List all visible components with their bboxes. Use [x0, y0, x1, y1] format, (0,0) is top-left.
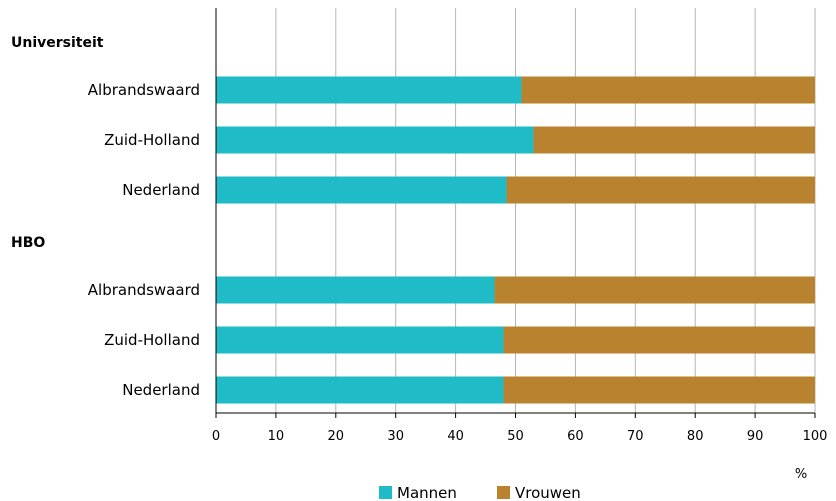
category-label: Nederland: [122, 381, 200, 399]
category-label: Zuid-Holland: [104, 331, 200, 349]
group-label: HBO: [11, 235, 45, 251]
x-tick-label: 40: [447, 429, 464, 444]
legend-label: Vrouwen: [515, 484, 581, 501]
x-tick-label: 70: [627, 429, 644, 444]
x-tick-label: 0: [212, 429, 220, 444]
category-label: Albrandswaard: [88, 81, 200, 99]
x-tick-label: 10: [268, 429, 285, 444]
bar-vrouwen: [521, 76, 815, 104]
bar-mannen: [216, 176, 507, 204]
axes: [215, 8, 816, 418]
bar-mannen: [216, 276, 495, 304]
category-labels: Universiteit Albrandswaard Zuid-Holland Ned…: [11, 35, 200, 399]
x-tick-labels: 0 10 20 30 40 50 60 70 80 90 100: [212, 429, 828, 444]
bars: [216, 76, 815, 404]
bar-vrouwen: [503, 326, 815, 354]
x-tick-label: 100: [803, 429, 828, 444]
bar-vrouwen: [506, 176, 815, 204]
category-label: Nederland: [122, 181, 200, 199]
legend: Mannen Vrouwen: [379, 484, 581, 501]
bar-vrouwen: [533, 126, 815, 154]
x-axis-unit-label: %: [795, 467, 807, 482]
bar-mannen: [216, 76, 522, 104]
bar-mannen: [216, 376, 504, 404]
bar-vrouwen: [494, 276, 815, 304]
bar-vrouwen: [503, 376, 815, 404]
bar-mannen: [216, 326, 504, 354]
group-label: Universiteit: [11, 35, 104, 51]
x-tick-label: 90: [747, 429, 764, 444]
x-tick-label: 80: [687, 429, 704, 444]
bar-mannen: [216, 126, 534, 154]
legend-label: Mannen: [397, 484, 457, 501]
x-tick-label: 30: [387, 429, 404, 444]
legend-swatch: [379, 486, 392, 499]
x-tick-label: 50: [507, 429, 524, 444]
category-label: Albrandswaard: [88, 281, 200, 299]
x-tick-label: 60: [567, 429, 584, 444]
category-label: Zuid-Holland: [104, 131, 200, 149]
legend-swatch: [497, 486, 510, 499]
x-tick-label: 20: [328, 429, 345, 444]
